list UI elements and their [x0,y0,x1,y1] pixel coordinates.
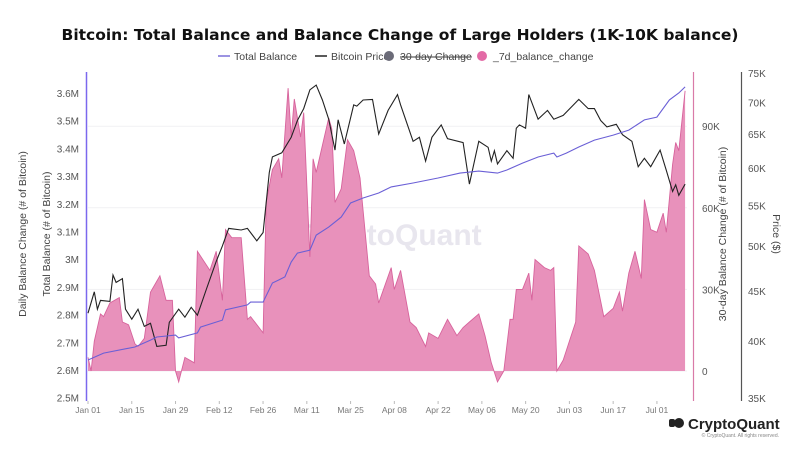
x-tick-label: Jan 15 [119,405,145,415]
right1-tick-label: 60K [702,204,720,215]
left-tick-label: 3M [65,255,79,266]
left-tick-label: 2.6M [57,366,79,377]
x-tick-label: Jan 01 [75,405,101,415]
x-tick-label: Apr 08 [382,405,407,415]
right2-tick-label: 75K [748,69,766,80]
right2-tick-label: 50K [748,242,766,253]
right2-axis-title: Price ($) [770,214,782,254]
logo-icon-part [669,419,675,427]
legend-label: 30-day Change [400,51,472,63]
right1-tick-label: 90K [702,122,720,133]
legend-dot-icon [384,51,394,61]
right2-tick-label: 70K [748,98,766,109]
x-tick-label: Feb 26 [250,405,277,415]
axes: 3.6M 3.5M 3.4M 3.3M 3.2M 3.1M 3M 2.9M 2.8M 2.7M 2.… [17,69,782,415]
left-tick-label: 3.5M [57,117,79,128]
left-axis-title-outer: Daily Balance Change (# of Bitcoin) [17,151,29,317]
legend: Total Balance Bitcoin Price 30-day Change _… [218,51,594,63]
left-tick-label: 2.5M [57,394,79,405]
x-tick-label: Jan 29 [163,405,189,415]
legend-item[interactable]: _7d_balance_change [477,51,594,63]
left-tick-label: 3.1M [57,228,79,239]
legend-label: _7d_balance_change [492,51,594,63]
logo-icon [674,418,684,428]
series-layer [87,84,686,384]
x-tick-label: Apr 22 [426,405,451,415]
series-line [87,84,686,348]
series-total-balance [87,86,686,361]
legend-item[interactable]: 30-day Change [384,51,472,63]
x-tick-label: Jun 17 [600,405,626,415]
left-tick-label: 3.6M [57,89,79,100]
right2-tick-label: 40K [748,337,766,348]
legend-item[interactable]: Bitcoin Price [315,51,390,63]
left-tick-label: 3.4M [57,144,79,155]
logo-text: CryptoQuant [688,416,780,433]
legend-item[interactable]: Total Balance [218,51,297,63]
right1-tick-label: 30K [702,285,720,296]
right2-tick-label: 60K [748,164,766,175]
series--7d-balance-change [87,88,686,384]
footer-logo: CryptoQuant © CryptoQuant. All rights re… [669,416,780,439]
x-tick-label: Mar 11 [294,405,320,415]
legend-dot-icon [477,51,487,61]
right1-axis-title: 30-day Balance Change (# of Bitcoin) [717,147,729,322]
chart-title: Bitcoin: Total Balance and Balance Chang… [62,26,739,44]
x-tick-label: Mar 25 [337,405,364,415]
left-tick-label: 3.2M [57,200,79,211]
area-line [87,88,686,384]
area-fill [88,88,686,382]
legend-label: Bitcoin Price [331,51,390,63]
copyright: © CryptoQuant. All rights reserved. [702,432,779,439]
right2-tick-label: 65K [748,130,766,141]
left-tick-label: 2.9M [57,283,79,294]
right2-tick-label: 45K [748,287,766,298]
left-axis-title: Total Balance (# of Bitcoin) [41,172,53,297]
right1-tick-label: 0 [702,367,708,378]
x-tick-label: Feb 12 [206,405,233,415]
x-tick-label: May 20 [512,405,540,415]
series-bitcoin-price [87,84,686,348]
right2-tick-label: 35K [748,394,766,405]
x-tick-label: Jul 01 [646,405,669,415]
x-tick-label: Jun 03 [557,405,583,415]
left-tick-label: 2.7M [57,338,79,349]
series-line [87,86,686,361]
left-tick-label: 2.8M [57,311,79,322]
left-tick-label: 3.3M [57,172,79,183]
right2-tick-label: 55K [748,201,766,212]
x-tick-label: May 06 [468,405,496,415]
legend-label: Total Balance [234,51,297,63]
